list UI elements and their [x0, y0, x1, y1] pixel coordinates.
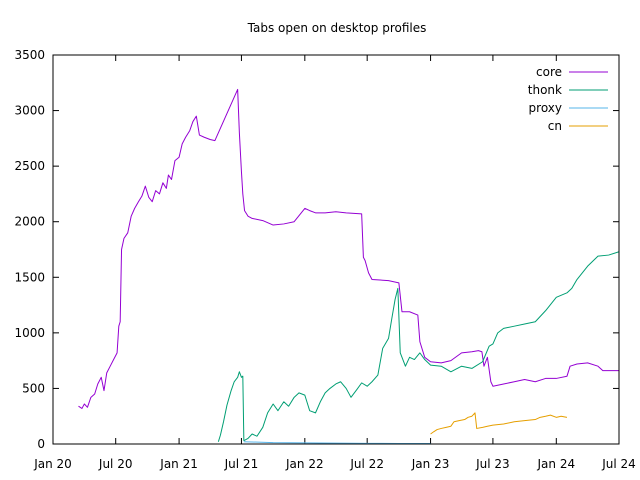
y-tick-label: 0: [37, 437, 45, 451]
x-tick-label: Jul 24: [601, 457, 636, 471]
y-tick-label: 1500: [14, 270, 45, 284]
y-tick: 2500: [14, 159, 619, 173]
y-tick: 500: [22, 381, 619, 395]
y-tick: 1000: [14, 326, 619, 340]
plot-frame: [52, 54, 620, 445]
series-line-core: [78, 88, 619, 409]
x-tick: Jul 21: [224, 55, 259, 471]
legend-label: proxy: [529, 101, 562, 115]
y-tick-label: 2000: [14, 215, 45, 229]
legend-item-core: core: [536, 65, 608, 79]
x-tick-label: Jan 22: [285, 457, 324, 471]
x-tick-label: Jul 23: [475, 457, 510, 471]
legend: core thonk proxy cn: [528, 65, 608, 133]
series-line-proxy: [243, 441, 431, 445]
x-tick-label: Jul 22: [349, 457, 384, 471]
legend-label: cn: [548, 119, 562, 133]
x-tick: Jul 23: [475, 55, 510, 471]
x-tick-label: Jul 20: [98, 457, 133, 471]
series-line-thonk: [217, 251, 620, 442]
y-tick-label: 3000: [14, 104, 45, 118]
legend-label: thonk: [528, 83, 562, 97]
x-tick-label: Jan 24: [537, 457, 576, 471]
x-tick-label: Jul 21: [224, 457, 259, 471]
x-tick: Jan 23: [411, 55, 450, 471]
y-tick-label: 3500: [14, 48, 45, 62]
y-axis: 0 500 1000 1500 2000 2500 3000 3500: [14, 48, 619, 451]
x-tick: Jul 20: [98, 55, 133, 471]
x-axis: Jan 20 Jul 20 Jan 21 Jul 21 Jan 22 Jul 22 Jan …: [33, 55, 636, 471]
y-tick: 2000: [14, 215, 619, 229]
y-tick-label: 1000: [14, 326, 45, 340]
y-tick-label: 2500: [14, 159, 45, 173]
chart-title: Tabs open on desktop profiles: [247, 21, 427, 35]
series-line-cn: [430, 412, 568, 435]
series-group: [78, 88, 620, 445]
y-tick: 3000: [14, 104, 619, 118]
x-tick: Jan 21: [159, 55, 198, 471]
legend-item-proxy: proxy: [529, 101, 608, 115]
legend-item-thonk: thonk: [528, 83, 608, 97]
x-tick-label: Jan 20: [33, 457, 72, 471]
x-tick: Jul 22: [349, 55, 384, 471]
legend-item-cn: cn: [548, 119, 608, 133]
y-tick-label: 500: [22, 381, 45, 395]
y-tick: 1500: [14, 270, 619, 284]
x-tick: Jan 24: [537, 55, 576, 471]
legend-label: core: [536, 65, 562, 79]
x-tick-label: Jan 21: [159, 457, 198, 471]
x-tick-label: Jan 23: [411, 457, 450, 471]
